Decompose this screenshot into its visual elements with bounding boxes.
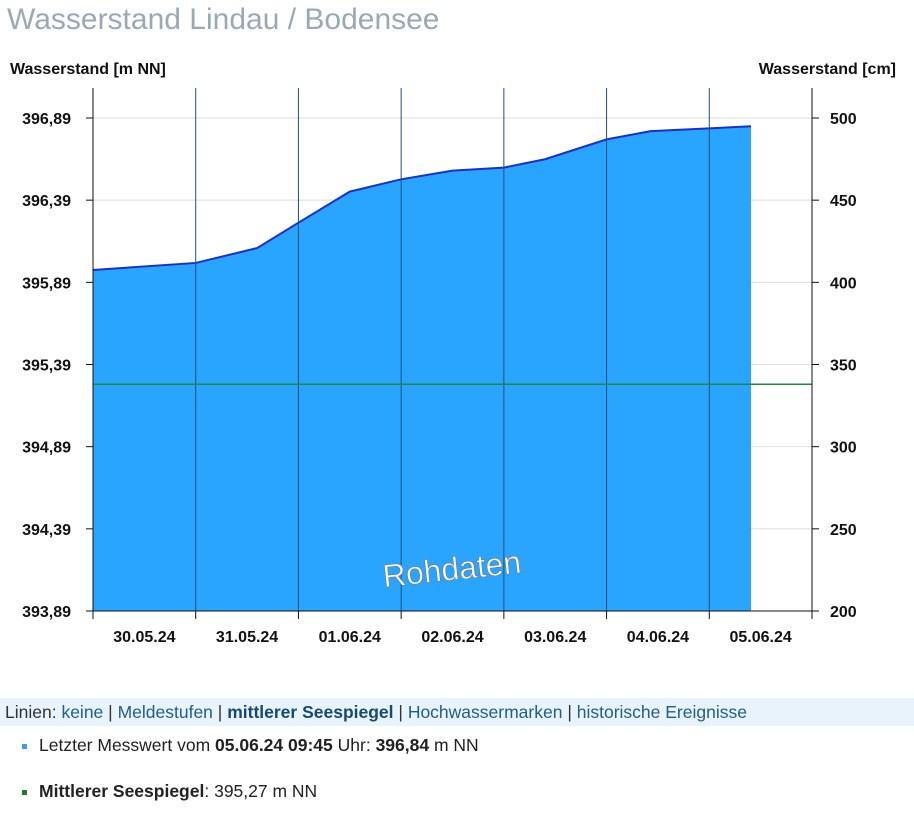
lines-link-3[interactable]: Hochwassermarken <box>407 702 563 722</box>
left-tick-label: 393,89 <box>22 604 71 621</box>
mean-label: Mittlerer Seespiegel <box>39 781 205 801</box>
bullet-icon <box>22 743 27 749</box>
x-tick-label: 01.06.24 <box>319 629 381 646</box>
right-axis-label: Wasserstand [cm] <box>759 61 896 78</box>
x-tick-label: 30.05.24 <box>113 629 175 646</box>
separator: | <box>103 702 118 722</box>
mean-value: : 395,27 m NN <box>204 781 318 801</box>
right-tick-label: 500 <box>830 111 857 128</box>
left-tick-label: 396,89 <box>22 111 71 128</box>
left-axis-label: Wasserstand [m NN] <box>10 61 166 78</box>
separator: | <box>562 702 577 722</box>
lines-link-2[interactable]: mittlerer Seespiegel <box>227 702 394 722</box>
right-tick-label: 450 <box>830 193 857 210</box>
x-tick-label: 03.06.24 <box>524 629 586 646</box>
water-level-chart: Wasserstand [m NN] Wasserstand [cm] 393,89… <box>10 61 896 646</box>
mean-level: Mittlerer Seespiegel: 395,27 m NN <box>22 781 317 802</box>
left-tick-label: 395,89 <box>22 275 71 292</box>
bullet-icon <box>22 789 27 795</box>
lines-link-4[interactable]: historische Ereignisse <box>576 702 747 722</box>
lines-label: Linien: <box>5 702 57 722</box>
x-tick-label: 02.06.24 <box>421 629 483 646</box>
right-tick-label: 250 <box>830 522 857 539</box>
right-tick-label: 300 <box>830 440 857 457</box>
right-tick-label: 200 <box>830 604 857 621</box>
right-tick-label: 400 <box>830 275 857 292</box>
lines-selector: Linien: keine | Meldestufen | mittlerer … <box>0 698 914 726</box>
water-level-area <box>93 126 751 611</box>
last-mid: Uhr: <box>332 735 376 755</box>
last-prefix: Letzter Messwert vom <box>39 735 216 755</box>
left-tick-label: 394,89 <box>22 440 71 457</box>
page-title: Wasserstand Lindau / Bodensee <box>7 3 440 36</box>
last-measurement: Letzter Messwert vom 05.06.24 09:45 Uhr:… <box>22 735 479 756</box>
left-tick-label: 394,39 <box>22 522 71 539</box>
x-tick-label: 05.06.24 <box>730 629 792 646</box>
separator: | <box>212 702 228 722</box>
left-tick-label: 396,39 <box>22 193 71 210</box>
x-tick-label: 04.06.24 <box>627 629 689 646</box>
last-time: 05.06.24 09:45 <box>215 735 333 755</box>
right-tick-label: 350 <box>830 358 857 375</box>
last-unit: m NN <box>429 735 479 755</box>
lines-link-1[interactable]: Meldestufen <box>117 702 213 722</box>
lines-link-0[interactable]: keine <box>61 702 104 722</box>
left-tick-label: 395,39 <box>22 358 71 375</box>
water-level-line <box>92 125 752 272</box>
x-tick-label: 31.05.24 <box>216 629 278 646</box>
separator: | <box>393 702 408 722</box>
last-value: 396,84 <box>375 735 430 755</box>
